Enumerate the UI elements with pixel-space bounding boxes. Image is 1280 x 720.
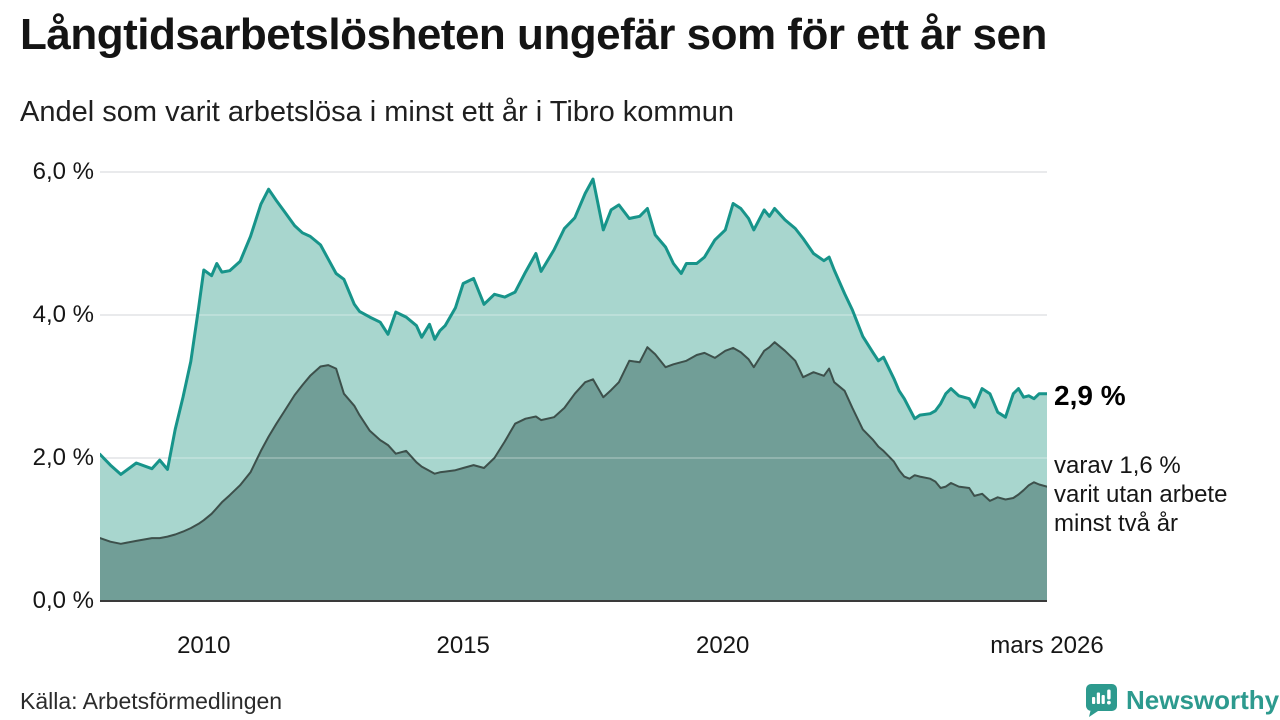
y-tick-label: 6,0 % — [32, 158, 94, 185]
two-year-detail-annotation: varav 1,6 % varit utan arbete minst två … — [1054, 451, 1227, 538]
newsworthy-speech-bubble-bar-chart-icon — [1086, 684, 1117, 717]
page-title: Långtidsarbetslösheten ungefär som för e… — [20, 10, 1047, 59]
unemployment-area-chart — [100, 171, 1047, 602]
source-attribution: Källa: Arbetsförmedlingen — [20, 688, 283, 714]
x-tick-label: 2010 — [177, 632, 231, 659]
chart-subtitle: Andel som varit arbetslösa i minst ett å… — [20, 96, 734, 128]
x-tick-label: mars 2026 — [990, 632, 1104, 659]
y-tick-label: 2,0 % — [32, 444, 94, 471]
annotation-line: varav 1,6 % — [1054, 452, 1181, 479]
annotation-line: varit utan arbete — [1054, 481, 1228, 508]
newsworthy-logo: Newsworthy — [1084, 682, 1279, 718]
y-tick-label: 0,0 % — [32, 587, 94, 614]
latest-total-value-label: 2,9 % — [1054, 380, 1126, 411]
total-line — [100, 177, 1047, 476]
two-year-area-fill — [100, 342, 1047, 601]
y-tick-label: 4,0 % — [32, 301, 94, 328]
annotation-line: minst två år — [1054, 510, 1179, 537]
x-tick-label: 2015 — [436, 632, 490, 659]
x-tick-label: 2020 — [695, 632, 750, 659]
newsworthy-wordmark: Newsworthy — [1126, 684, 1280, 715]
two-year-line — [100, 341, 1047, 545]
